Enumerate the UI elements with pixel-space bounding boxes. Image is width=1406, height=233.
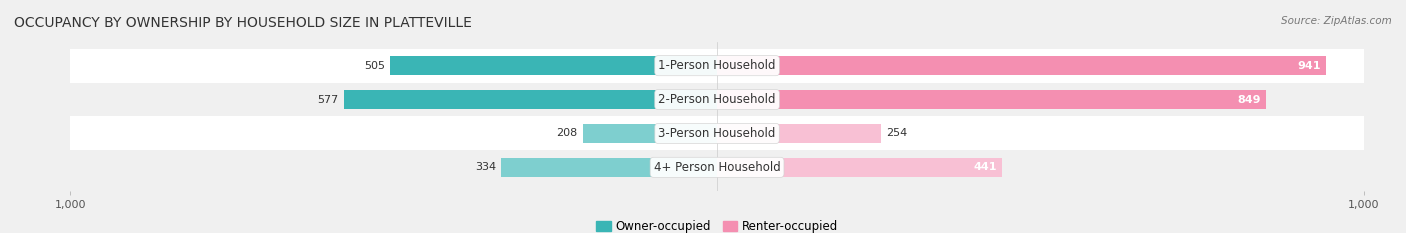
Text: 334: 334 — [475, 162, 496, 172]
Text: 1-Person Household: 1-Person Household — [658, 59, 776, 72]
Bar — [717, 56, 1326, 75]
Bar — [344, 90, 717, 109]
Text: 208: 208 — [557, 128, 578, 138]
Bar — [70, 49, 1364, 83]
Text: OCCUPANCY BY OWNERSHIP BY HOUSEHOLD SIZE IN PLATTEVILLE: OCCUPANCY BY OWNERSHIP BY HOUSEHOLD SIZE… — [14, 16, 472, 30]
Text: 4+ Person Household: 4+ Person Household — [654, 161, 780, 174]
Bar — [391, 56, 717, 75]
Text: Source: ZipAtlas.com: Source: ZipAtlas.com — [1281, 16, 1392, 26]
Text: 441: 441 — [973, 162, 997, 172]
Bar — [717, 90, 1267, 109]
Bar — [501, 158, 717, 177]
Text: 849: 849 — [1237, 95, 1261, 105]
Bar — [70, 116, 1364, 150]
Text: 941: 941 — [1296, 61, 1320, 71]
Legend: Owner-occupied, Renter-occupied: Owner-occupied, Renter-occupied — [596, 220, 838, 233]
Text: 577: 577 — [318, 95, 339, 105]
Text: 2-Person Household: 2-Person Household — [658, 93, 776, 106]
Bar — [70, 150, 1364, 184]
Bar — [717, 158, 1002, 177]
Bar — [582, 124, 717, 143]
Text: 254: 254 — [887, 128, 908, 138]
Bar — [717, 124, 882, 143]
Text: 3-Person Household: 3-Person Household — [658, 127, 776, 140]
Bar — [70, 83, 1364, 116]
Text: 505: 505 — [364, 61, 385, 71]
